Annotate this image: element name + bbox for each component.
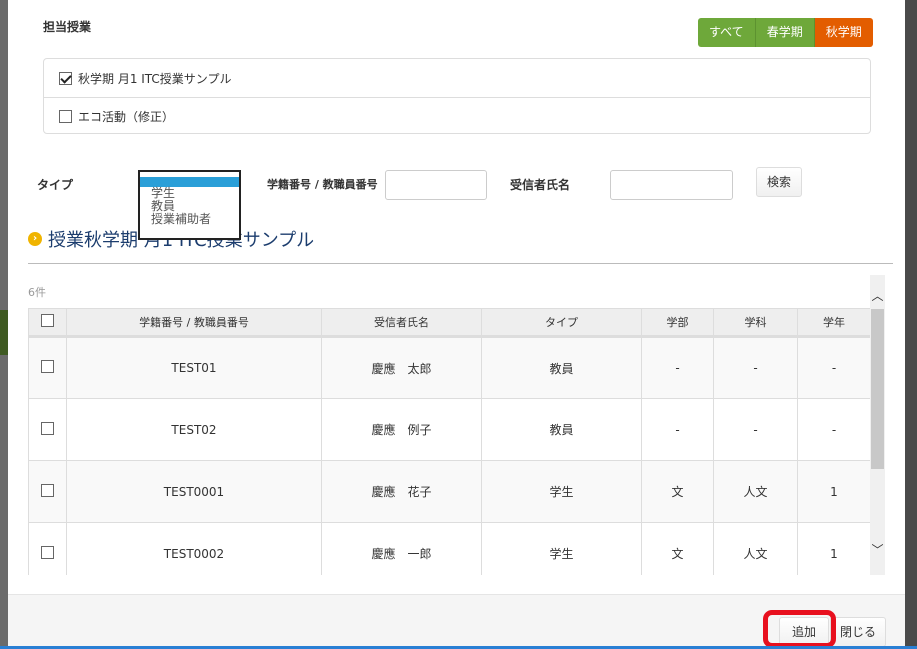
term-all-button[interactable]: すべて xyxy=(698,18,756,47)
type-option-teacher[interactable]: 教員 xyxy=(151,199,176,213)
scrollbar-thumb[interactable] xyxy=(871,309,884,469)
add-recipient-modal: 担当授業 すべて 春学期 秋学期 秋学期 月1 ITC授業サンプル エコ活動（修… xyxy=(8,0,905,648)
table-cell: - xyxy=(713,336,798,399)
table-cell: 文 xyxy=(641,460,714,523)
chevron-down-icon[interactable]: ﹀ xyxy=(871,543,884,557)
course-item[interactable]: 秋学期 月1 ITC授業サンプル xyxy=(44,59,870,97)
table-row[interactable]: TEST0002 慶應 一郎 学生文人文 1 xyxy=(28,522,870,575)
type-option-empty[interactable] xyxy=(140,177,239,187)
row-select-cell xyxy=(28,522,67,575)
table-cell: TEST02 xyxy=(66,398,322,461)
chevron-up-icon[interactable]: ︿ xyxy=(871,289,884,303)
course-heading-text: 授業秋学期 月1 ITC授業サンプル xyxy=(48,230,315,251)
row-checkbox[interactable] xyxy=(41,360,54,373)
recipient-table: 学籍番号 / 教職員番号 受信者氏名 タイプ 学部 学科 学年 TEST01 慶應… xyxy=(28,308,870,575)
divider xyxy=(28,263,893,264)
result-count: 6件 xyxy=(28,286,46,299)
table-cell: 慶應 一郎 xyxy=(321,522,482,575)
table-cell: 学生 xyxy=(481,460,642,523)
select-all-checkbox[interactable] xyxy=(41,314,54,327)
id-input[interactable] xyxy=(385,170,487,200)
course-list: 秋学期 月1 ITC授業サンプル エコ活動（修正） xyxy=(43,58,871,134)
table-cell: - xyxy=(641,336,714,399)
background-overlay xyxy=(905,0,917,649)
course-checkbox[interactable] xyxy=(59,110,72,123)
bottom-border xyxy=(0,646,917,649)
table-cell: 教員 xyxy=(481,398,642,461)
column-header[interactable]: 学年 xyxy=(797,308,870,338)
row-checkbox[interactable] xyxy=(41,483,54,497)
table-cell: 文 xyxy=(641,522,714,575)
row-checkbox[interactable] xyxy=(41,545,54,559)
table-cell: 1 xyxy=(797,522,870,575)
column-header[interactable]: 学科 xyxy=(713,308,798,338)
course-label: 秋学期 月1 ITC授業サンプル xyxy=(78,71,232,86)
id-label: 学籍番号 / 教職員番号 xyxy=(267,178,378,191)
term-spring-button[interactable]: 春学期 xyxy=(755,18,815,47)
row-select-cell xyxy=(28,460,67,523)
table-cell: 人文 xyxy=(713,460,798,523)
close-button[interactable]: 閉じる xyxy=(830,617,886,647)
course-heading: › 授業秋学期 月1 ITC授業サンプル xyxy=(28,226,314,252)
column-header[interactable]: 受信者氏名 xyxy=(321,308,482,338)
term-filter: すべて 春学期 秋学期 xyxy=(698,18,873,47)
column-header[interactable]: タイプ xyxy=(481,308,642,338)
table-cell: - xyxy=(713,398,798,461)
table-cell: TEST0002 xyxy=(66,522,322,575)
table-cell: 慶應 花子 xyxy=(321,460,482,523)
section-title: 担当授業 xyxy=(43,20,92,34)
table-row[interactable]: TEST01 慶應 太郎 教員 - - - xyxy=(28,336,870,399)
course-checkbox[interactable] xyxy=(59,71,72,85)
chevron-right-circle-icon: › xyxy=(28,232,42,246)
column-header[interactable]: 学部 xyxy=(641,308,714,338)
row-checkbox[interactable] xyxy=(41,421,54,435)
type-option-student[interactable]: 学生 xyxy=(151,186,176,200)
table-cell: 教員 xyxy=(481,336,642,399)
modal-footer: 追加 閉じる xyxy=(8,594,905,647)
table-cell: TEST0001 xyxy=(66,460,322,523)
course-label: エコ活動（修正） xyxy=(78,110,175,124)
background-page xyxy=(0,0,8,649)
table-cell: - xyxy=(641,398,714,461)
term-fall-button[interactable]: 秋学期 xyxy=(814,18,873,47)
search-button[interactable]: 検索 xyxy=(756,167,802,197)
table-header-row: 学籍番号 / 教職員番号 受信者氏名 タイプ 学部 学科 学年 xyxy=(28,308,870,338)
course-item[interactable]: エコ活動（修正） xyxy=(44,97,870,135)
name-input[interactable] xyxy=(610,170,733,200)
table-row[interactable]: TEST02 慶應 例子 教員 - - - xyxy=(28,398,870,461)
type-label: タイプ xyxy=(37,178,74,192)
add-button[interactable]: 追加 xyxy=(779,617,829,647)
table-cell: 慶應 太郎 xyxy=(321,336,482,399)
table-cell: - xyxy=(797,398,870,461)
highlight-annotation xyxy=(763,610,836,648)
type-option-assistant[interactable]: 授業補助者 xyxy=(151,212,212,226)
row-select-cell xyxy=(28,336,67,399)
row-select-cell xyxy=(28,398,67,461)
table-scrollbar[interactable]: ︿ ﹀ xyxy=(870,275,885,575)
select-all-cell xyxy=(28,308,67,338)
table-cell: 1 xyxy=(797,460,870,523)
type-select-dropdown[interactable]: 学生 教員 授業補助者 xyxy=(138,170,241,240)
table-cell: TEST01 xyxy=(66,336,322,399)
table-cell: 学生 xyxy=(481,522,642,575)
column-header[interactable]: 学籍番号 / 教職員番号 xyxy=(66,308,322,338)
name-label: 受信者氏名 xyxy=(510,178,571,192)
table-cell: - xyxy=(797,336,870,399)
table-cell: 慶應 例子 xyxy=(321,398,482,461)
table-cell: 人文 xyxy=(713,522,798,575)
table-row[interactable]: TEST0001 慶應 花子 学生文人文 1 xyxy=(28,460,870,523)
